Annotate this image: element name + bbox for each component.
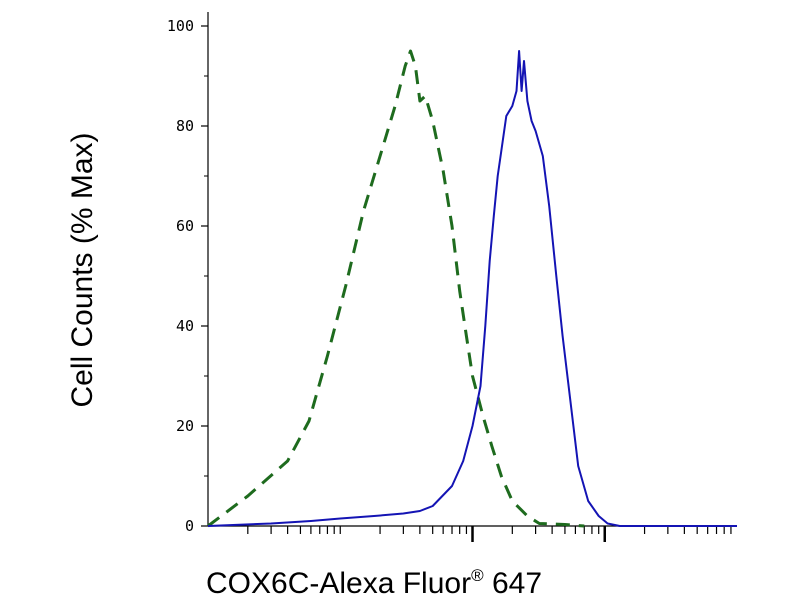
y-axis-ticks: 0 20 40 60 80 100 (167, 17, 208, 535)
x-axis-title-suffix: 647 (484, 567, 542, 600)
series-layer (207, 49, 737, 528)
y-axis-title: Cell Counts (% Max) (66, 132, 99, 407)
y-tick-label: 40 (176, 317, 194, 335)
y-tick-label: 20 (176, 417, 194, 435)
y-tick-label: 60 (176, 217, 194, 235)
y-tick-label: 0 (185, 517, 194, 535)
x-axis-title-main: COX6C-Alexa Fluor (206, 567, 471, 600)
y-tick-label: 100 (167, 17, 194, 35)
x-axis-title-superscript: ® (471, 566, 484, 585)
x-axis-ticks (247, 526, 732, 542)
x-axis-title: COX6C-Alexa Fluor® 647 (206, 566, 542, 600)
control-histogram-line (207, 49, 585, 528)
axes (207, 12, 737, 527)
y-tick-label: 80 (176, 117, 194, 135)
sample-histogram-line (207, 50, 737, 527)
